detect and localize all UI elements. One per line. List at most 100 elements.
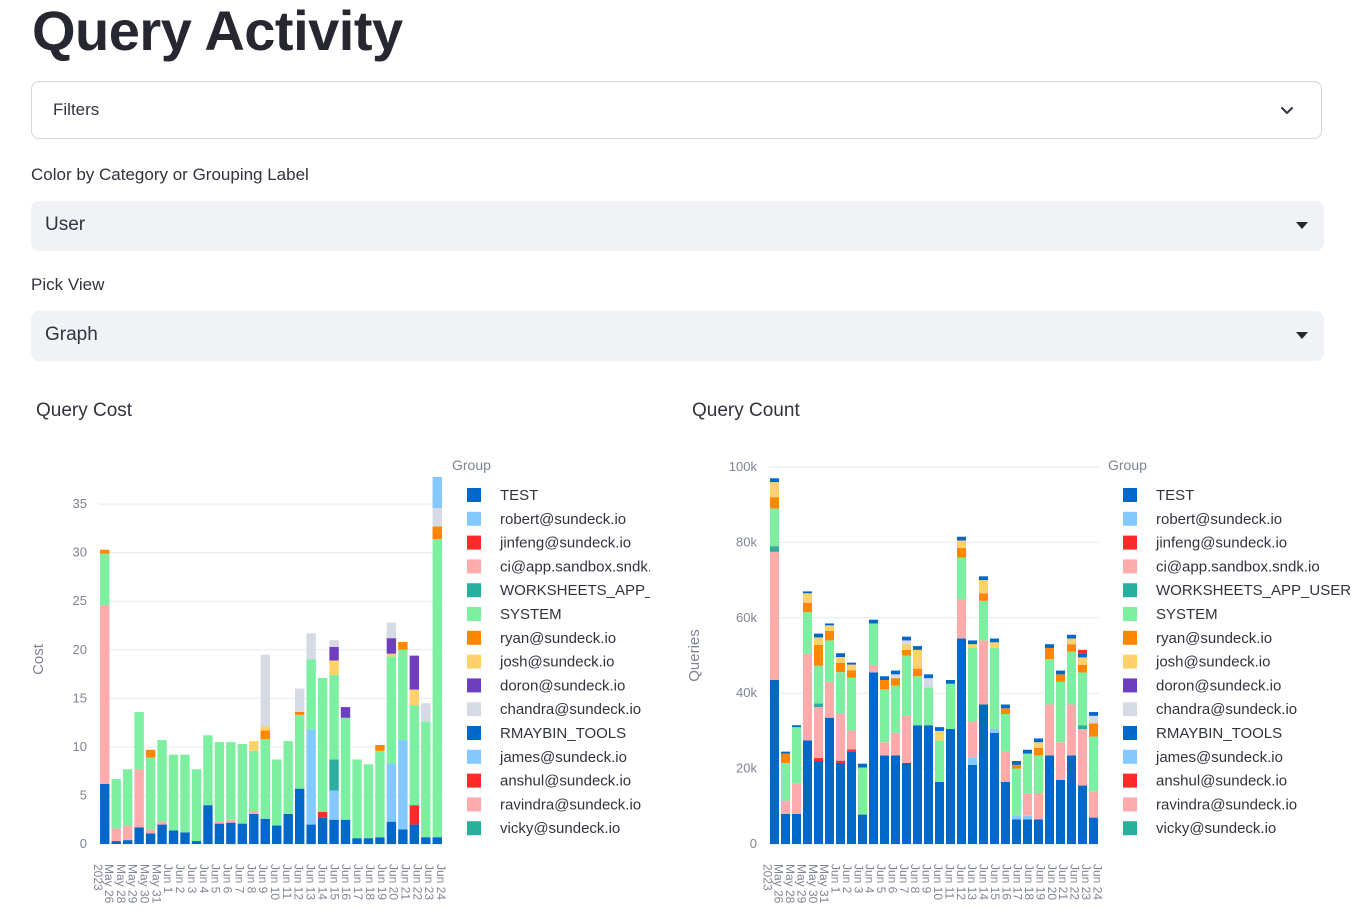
bar-segment-josh-sundeck-io[interactable] bbox=[813, 637, 824, 645]
bar-segment-chandra-sundeck-io[interactable] bbox=[260, 654, 270, 727]
legend-item-rmaybin-tools[interactable]: RMAYBIN_TOOLS bbox=[1156, 725, 1282, 742]
bar-segment-test[interactable] bbox=[824, 717, 835, 844]
bar-segment-system[interactable] bbox=[813, 665, 824, 704]
legend-swatch[interactable] bbox=[467, 702, 481, 717]
bar-segment-test[interactable] bbox=[780, 813, 791, 844]
legend-swatch[interactable] bbox=[467, 726, 481, 740]
bar-segment-test[interactable] bbox=[901, 762, 912, 844]
bar-segment-test[interactable] bbox=[791, 813, 802, 844]
legend-swatch[interactable] bbox=[467, 511, 481, 526]
bar-segment-chandra-sundeck-io[interactable] bbox=[294, 688, 305, 712]
bar-segment-system[interactable] bbox=[769, 508, 780, 547]
bar-segment-test[interactable] bbox=[306, 824, 316, 844]
bar-segment-chandra-sundeck-io[interactable] bbox=[923, 678, 934, 688]
bar-segment-system[interactable] bbox=[157, 740, 167, 822]
bar-segment-ryan-sundeck-io[interactable] bbox=[802, 602, 813, 613]
bar-segment-system[interactable] bbox=[214, 742, 225, 822]
bar-segment-rmaybin-tools[interactable] bbox=[1011, 761, 1022, 765]
bar-segment-ci-app-sandbox-sndk-io[interactable] bbox=[1088, 791, 1099, 818]
bar-segment-robert-sundeck-io[interactable] bbox=[967, 757, 978, 765]
bar-segment-rmaybin-tools[interactable] bbox=[802, 591, 813, 594]
bar-segment-ryan-sundeck-io[interactable] bbox=[912, 668, 923, 677]
legend-swatch[interactable] bbox=[467, 535, 481, 550]
bar-segment-rmaybin-tools[interactable] bbox=[912, 646, 923, 650]
bar-segment-ryan-sundeck-io[interactable] bbox=[398, 642, 408, 650]
legend-item-doron-sundeck-io[interactable]: doron@sundeck.io bbox=[1156, 677, 1281, 694]
bar-segment-system[interactable] bbox=[100, 553, 110, 606]
bar-segment-test[interactable] bbox=[1033, 819, 1044, 844]
bar-segment-ci-app-sandbox-sndk-io[interactable] bbox=[901, 715, 912, 763]
bar-segment-ryan-sundeck-io[interactable] bbox=[1066, 644, 1077, 652]
bar-segment-system[interactable] bbox=[824, 640, 835, 682]
bar-segment-system[interactable] bbox=[226, 742, 236, 820]
legend-item-rmaybin-tools[interactable]: RMAYBIN_TOOLS bbox=[500, 725, 626, 742]
bar-segment-josh-sundeck-io[interactable] bbox=[409, 689, 420, 706]
bar-segment-system[interactable] bbox=[203, 735, 213, 806]
bar-segment-ci-app-sandbox-sndk-io[interactable] bbox=[100, 605, 110, 784]
bar-segment-system[interactable] bbox=[306, 659, 316, 730]
legend-item-anshul-sundeck-io[interactable]: anshul@sundeck.io bbox=[500, 773, 631, 790]
bar-segment-test[interactable] bbox=[1055, 779, 1066, 844]
bar-segment-josh-sundeck-io[interactable] bbox=[901, 644, 912, 650]
bar-segment-system[interactable] bbox=[260, 739, 270, 819]
bar-segment-system[interactable] bbox=[1000, 713, 1011, 752]
bar-segment-ci-app-sandbox-sndk-io[interactable] bbox=[978, 640, 989, 705]
bar-segment-ci-app-sandbox-sndk-io[interactable] bbox=[824, 681, 835, 718]
bar-segment-test[interactable] bbox=[1066, 755, 1077, 844]
bar-segment-ci-app-sandbox-sndk-io[interactable] bbox=[791, 783, 802, 814]
bar-segment-doron-sundeck-io[interactable] bbox=[409, 655, 420, 690]
legend-item-test[interactable]: TEST bbox=[1156, 487, 1194, 504]
bar-segment-system[interactable] bbox=[1066, 651, 1077, 705]
legend-item-robert-sundeck-io[interactable]: robert@sundeck.io bbox=[1156, 511, 1282, 528]
bar-segment-system[interactable] bbox=[352, 759, 362, 839]
bar-segment-system[interactable] bbox=[1088, 736, 1099, 792]
legend-swatch[interactable] bbox=[467, 773, 481, 788]
legend-item-ci-app-sandbox-sndk-io[interactable]: ci@app.sandbox.sndk.io bbox=[500, 558, 650, 575]
bar-segment-test[interactable] bbox=[260, 818, 270, 844]
bar-segment-ci-app-sandbox-sndk-io[interactable] bbox=[879, 742, 890, 756]
bar-segment-chandra-sundeck-io[interactable] bbox=[432, 508, 442, 527]
bar-segment-system[interactable] bbox=[978, 600, 989, 641]
bar-segment-ci-app-sandbox-sndk-io[interactable] bbox=[1000, 751, 1011, 782]
bar-segment-system[interactable] bbox=[934, 740, 945, 782]
bar-segment-test[interactable] bbox=[386, 821, 397, 844]
bar-segment-rmaybin-tools[interactable] bbox=[1044, 644, 1055, 648]
bar-segment-ci-app-sandbox-sndk-io[interactable] bbox=[145, 829, 156, 834]
bar-segment-test[interactable] bbox=[249, 813, 259, 844]
bar-segment-ryan-sundeck-io[interactable] bbox=[978, 593, 989, 601]
bar-segment-system[interactable] bbox=[956, 557, 967, 599]
bar-segment-robert-sundeck-io[interactable] bbox=[329, 790, 339, 820]
bar-segment-robert-sundeck-io[interactable] bbox=[1011, 815, 1022, 820]
bar-segment-rmaybin-tools[interactable] bbox=[967, 640, 978, 645]
bar-segment-system[interactable] bbox=[191, 769, 202, 842]
bar-segment-test[interactable] bbox=[352, 838, 362, 844]
bar-segment-ci-app-sandbox-sndk-io[interactable] bbox=[1022, 793, 1033, 816]
bar-segment-system[interactable] bbox=[1044, 659, 1055, 705]
bar-segment-worksheets-app-user[interactable] bbox=[1077, 725, 1088, 730]
bar-segment-ci-app-sandbox-sndk-io[interactable] bbox=[1077, 729, 1088, 786]
bar-segment-rmaybin-tools[interactable] bbox=[1022, 749, 1033, 754]
legend-item-jinfeng-sundeck-io[interactable]: jinfeng@sundeck.io bbox=[499, 535, 631, 552]
bar-segment-test[interactable] bbox=[363, 838, 374, 844]
bar-segment-ryan-sundeck-io[interactable] bbox=[1077, 664, 1088, 673]
bar-segment-josh-sundeck-io[interactable] bbox=[769, 482, 780, 498]
bar-segment-test[interactable] bbox=[432, 837, 442, 844]
bar-segment-doron-sundeck-io[interactable] bbox=[386, 638, 397, 654]
bar-segment-ci-app-sandbox-sndk-io[interactable] bbox=[967, 721, 978, 758]
bar-segment-system[interactable] bbox=[879, 689, 890, 743]
bar-segment-system[interactable] bbox=[802, 612, 813, 654]
bar-segment-ci-app-sandbox-sndk-io[interactable] bbox=[122, 825, 133, 841]
filters-expander[interactable]: Filters bbox=[31, 81, 1322, 139]
legend-item-james-sundeck-io[interactable]: james@sundeck.io bbox=[499, 749, 627, 766]
bar-segment-system[interactable] bbox=[249, 750, 259, 811]
bar-segment-ryan-sundeck-io[interactable] bbox=[835, 662, 846, 673]
bar-segment-robert-sundeck-io[interactable] bbox=[989, 729, 1000, 733]
bar-segment-test[interactable] bbox=[879, 755, 890, 844]
bar-segment-system[interactable] bbox=[272, 759, 282, 826]
bar-segment-system[interactable] bbox=[1011, 768, 1022, 816]
legend-item-josh-sundeck-io[interactable]: josh@sundeck.io bbox=[499, 654, 614, 671]
legend-swatch[interactable] bbox=[467, 607, 481, 621]
bar-segment-test[interactable] bbox=[294, 788, 305, 844]
bar-segment-ryan-sundeck-io[interactable] bbox=[769, 497, 780, 509]
legend-item-vicky-sundeck-io[interactable]: vicky@sundeck.io bbox=[500, 820, 620, 837]
